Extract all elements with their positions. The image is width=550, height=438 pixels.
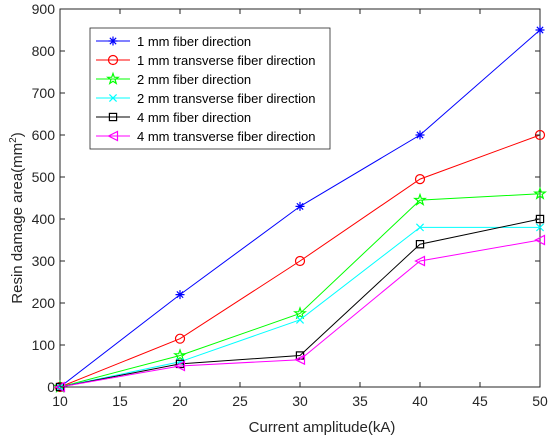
legend-label: 2 mm fiber direction — [137, 72, 251, 87]
x-tick-label: 15 — [112, 393, 128, 409]
legend-label: 1 mm fiber direction — [137, 34, 251, 49]
legend-item: 2 mm fiber direction — [96, 71, 251, 87]
axis-ticks: 10 15 20 25 30 35 40 45 500100200300400500600700… — [32, 1, 548, 409]
data-point — [533, 186, 547, 200]
legend-marker — [108, 93, 118, 103]
legend-marker — [107, 54, 119, 66]
legend-item: 1 mm transverse fiber direction — [96, 53, 315, 68]
legend-item: 4 mm transverse fiber direction — [96, 129, 315, 144]
y-tick-label: 900 — [32, 1, 56, 17]
data-point — [535, 223, 545, 232]
legend-marker — [108, 36, 118, 46]
series-layer — [53, 25, 547, 393]
y-axis-label: Resin damage area(mm2) — [8, 132, 26, 303]
data-point — [413, 192, 427, 207]
y-tick-label: 100 — [32, 337, 56, 353]
legend-item: 4 mm fiber direction — [96, 110, 251, 125]
legend-label: 4 mm transverse fiber direction — [137, 129, 315, 144]
y-tick-label: 300 — [32, 253, 56, 269]
data-point — [414, 174, 426, 185]
legend-box — [89, 27, 331, 150]
data-point — [414, 255, 426, 267]
series-line — [59, 134, 541, 388]
y-tick-label: 200 — [32, 295, 56, 311]
data-point — [174, 360, 186, 372]
data-point — [173, 348, 187, 362]
series-line — [59, 218, 541, 388]
data-point — [415, 223, 425, 232]
x-axis-label: Current amplitude(kA) — [249, 419, 396, 436]
data-point — [415, 130, 425, 140]
x-tick-label: 40 — [412, 393, 428, 409]
data-point — [294, 255, 306, 267]
data-point — [534, 234, 546, 246]
legend-marker — [106, 71, 120, 85]
x-tick-label: 30 — [292, 393, 308, 409]
legend-item: 1 mm fiber direction — [96, 34, 251, 49]
data-point — [535, 25, 545, 35]
y-tick-label: 600 — [32, 127, 56, 143]
y-tick-label: 500 — [32, 169, 56, 185]
x-tick-label: 45 — [472, 393, 488, 409]
legend-marker — [107, 130, 119, 142]
legend-label: 4 mm fiber direction — [137, 110, 251, 125]
data-point — [295, 315, 305, 324]
x-tick-label: 10 — [52, 393, 68, 409]
x-tick-label: 25 — [232, 393, 248, 409]
y-tick-label: 400 — [32, 211, 56, 227]
data-point — [175, 290, 185, 300]
data-point — [175, 359, 185, 369]
legend-label: 1 mm transverse fiber direction — [137, 53, 315, 68]
data-point — [293, 306, 307, 320]
legend-marker — [108, 112, 118, 122]
y-tick-label: 700 — [32, 85, 56, 101]
data-point — [415, 240, 425, 249]
legend-label: 2 mm transverse fiber direction — [137, 91, 315, 106]
legend: 1 mm fiber direction 1 mm transverse fibe… — [89, 27, 331, 150]
x-tick-label: 20 — [172, 393, 188, 409]
x-tick-label: 50 — [532, 393, 548, 409]
data-point — [295, 201, 305, 211]
data-point — [174, 333, 186, 344]
data-point — [294, 354, 306, 366]
x-tick-label: 35 — [352, 393, 368, 409]
y-tick-label: 800 — [32, 43, 56, 59]
y-tick-label: 0 — [47, 379, 55, 395]
series-line — [59, 193, 541, 388]
legend-item: 2 mm transverse fiber direction — [96, 91, 315, 106]
series-line — [59, 239, 541, 388]
